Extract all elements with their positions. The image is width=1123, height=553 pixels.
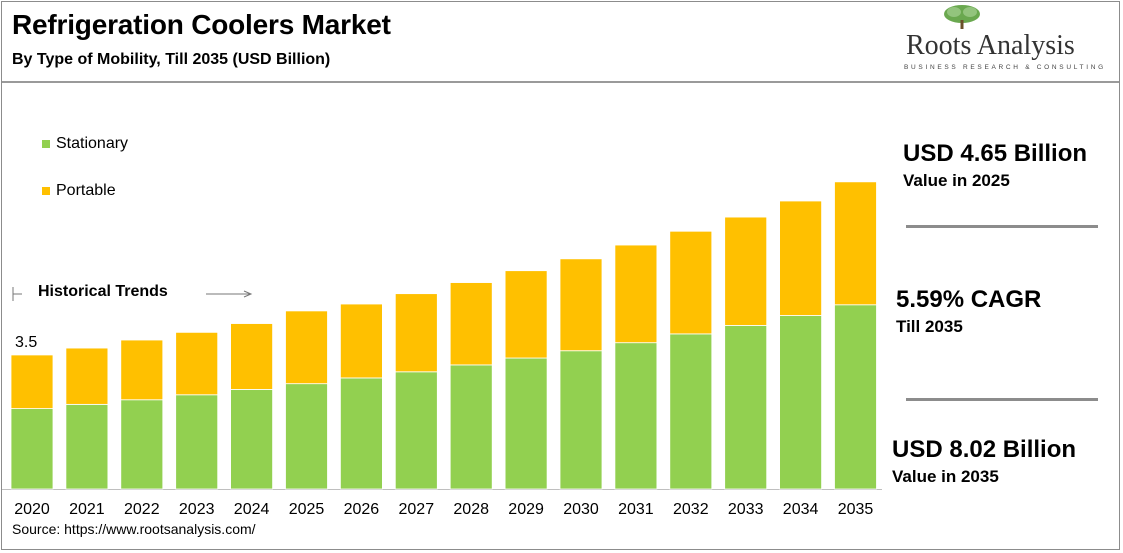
legend-item-stationary: Stationary xyxy=(42,135,128,153)
kpi-value-2035-amount: USD 8.02 Billion xyxy=(892,436,1077,463)
bar-stationary-2020 xyxy=(10,408,54,490)
bar-portable-2027 xyxy=(394,293,438,373)
bar-stationary-2023 xyxy=(175,394,219,490)
kpi-cagr: 5.59% CAGR Till 2035 xyxy=(896,286,1041,337)
x-tick-label-2023: 2023 xyxy=(179,501,215,518)
bar-portable-2033 xyxy=(724,216,768,326)
x-tick-label-2027: 2027 xyxy=(399,501,435,518)
bar-portable-2024 xyxy=(230,323,274,390)
kpi-cagr-value: 5.59% CAGR xyxy=(896,286,1042,313)
x-tick-label-2035: 2035 xyxy=(838,501,874,518)
bar-stationary-2025 xyxy=(285,383,328,490)
bar-stationary-2033 xyxy=(724,325,768,490)
bar-portable-2034 xyxy=(779,200,822,316)
x-tick-label-2029: 2029 xyxy=(508,501,544,518)
bar-portable-2020 xyxy=(10,354,54,409)
x-tick-label-2024: 2024 xyxy=(234,501,270,518)
bar-portable-2030 xyxy=(559,258,603,352)
kpi-divider-1 xyxy=(906,225,1098,228)
bar-stationary-2026 xyxy=(339,377,383,490)
x-tick-label-2028: 2028 xyxy=(453,501,489,518)
bar-portable-2035 xyxy=(834,181,877,306)
kpi-value-2025-caption: Value in 2025 xyxy=(903,171,1010,190)
bar-stationary-2028 xyxy=(449,364,493,490)
bar-stationary-2029 xyxy=(504,357,548,490)
historical-trends-arrow xyxy=(12,287,253,301)
x-tick-label-2030: 2030 xyxy=(563,501,599,518)
page-subtitle: By Type of Mobility, Till 2035 (USD Bill… xyxy=(12,51,331,68)
x-tick-label-2021: 2021 xyxy=(69,501,105,518)
legend-item-portable: Portable xyxy=(42,182,116,200)
bar-stationary-2024 xyxy=(230,389,274,490)
bar-stationary-2027 xyxy=(394,371,438,490)
x-tick-label-2034: 2034 xyxy=(783,501,819,518)
bar-portable-2025 xyxy=(285,310,328,385)
bar-portable-2026 xyxy=(339,303,383,379)
kpi-value-2035: USD 8.02 Billion Value in 2035 xyxy=(892,436,1076,487)
bar-stationary-2035 xyxy=(834,304,877,490)
legend-label-portable: Portable xyxy=(56,182,116,199)
x-tick-label-2020: 2020 xyxy=(14,501,50,518)
logo-name: Roots Analysis xyxy=(906,30,1075,61)
kpi-value-2035-caption: Value in 2035 xyxy=(892,467,999,486)
bar-stationary-2021 xyxy=(65,403,109,490)
bar-stationary-2031 xyxy=(614,342,658,490)
header-divider xyxy=(2,81,1119,83)
x-tick-label-2026: 2026 xyxy=(344,501,380,518)
legend-swatch-stationary xyxy=(42,140,50,148)
kpi-cagr-caption: Till 2035 xyxy=(896,317,963,336)
bar-portable-2031 xyxy=(614,244,658,344)
kpi-divider-2 xyxy=(906,398,1098,401)
bar-stationary-2032 xyxy=(669,333,713,490)
roots-analysis-logo: Roots Analysis BUSINESS RESEARCH & CONSU… xyxy=(900,4,1110,76)
bar-portable-2028 xyxy=(449,282,493,366)
kpi-value-2025: USD 4.65 Billion Value in 2025 xyxy=(903,140,1087,191)
x-tick-label-2025: 2025 xyxy=(289,501,325,518)
bar-stationary-2034 xyxy=(779,315,822,490)
bar-portable-2023 xyxy=(175,331,219,396)
bar-portable-2022 xyxy=(120,339,164,401)
data-label-2020: 3.5 xyxy=(15,334,37,351)
bar-portable-2021 xyxy=(65,347,109,405)
legend-swatch-portable xyxy=(42,187,50,195)
source-note: Source: https://www.rootsanalysis.com/ xyxy=(12,521,256,537)
logo-tagline: BUSINESS RESEARCH & CONSULTING xyxy=(904,64,1106,71)
x-tick-label-2032: 2032 xyxy=(673,501,709,518)
x-tick-label-2033: 2033 xyxy=(728,501,764,518)
x-tick-label-2022: 2022 xyxy=(124,501,160,518)
bar-portable-2032 xyxy=(669,230,713,335)
historical-trends-label: Historical Trends xyxy=(38,283,168,300)
tree-icon xyxy=(944,5,980,29)
kpi-value-2025-amount: USD 4.65 Billion xyxy=(903,140,1088,167)
bar-portable-2029 xyxy=(504,270,548,359)
legend-label-stationary: Stationary xyxy=(56,135,129,152)
x-tick-label-2031: 2031 xyxy=(618,501,654,518)
bar-stationary-2030 xyxy=(559,350,603,490)
page-title: Refrigeration Coolers Market xyxy=(12,9,391,40)
bar-stationary-2022 xyxy=(120,399,164,490)
